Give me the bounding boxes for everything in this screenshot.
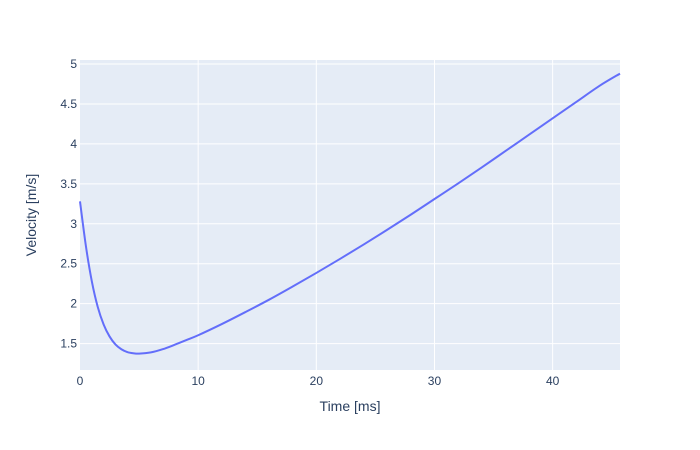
x-tick-label: 40	[546, 374, 560, 388]
x-tick-label: 10	[191, 374, 205, 388]
x-tick-label: 0	[77, 374, 84, 388]
y-tick-label: 4	[70, 137, 77, 151]
x-gridlines	[197, 60, 554, 370]
y-tick-label: 4.5	[60, 97, 77, 111]
x-tick-label: 30	[428, 374, 442, 388]
x-tick-labels: 0 10 20 30 40	[77, 374, 560, 388]
y-axis-title: Velocity [m/s]	[23, 174, 39, 256]
y-tick-label: 3	[70, 217, 77, 231]
y-gridlines	[80, 63, 620, 345]
y-tick-label: 2.5	[60, 257, 77, 271]
y-tick-label: 3.5	[60, 177, 77, 191]
y-tick-label: 1.5	[60, 337, 77, 351]
series-layer	[79, 72, 621, 355]
plot-background	[80, 60, 620, 370]
y-tick-label: 2	[70, 297, 77, 311]
y-tick-labels: 1.5 2 2.5 3 3.5 4 4.5 5	[60, 57, 77, 351]
x-tick-label: 20	[310, 374, 324, 388]
series-line	[79, 72, 621, 355]
y-tick-label: 5	[70, 57, 77, 71]
x-axis-title: Time [ms]	[320, 398, 381, 414]
